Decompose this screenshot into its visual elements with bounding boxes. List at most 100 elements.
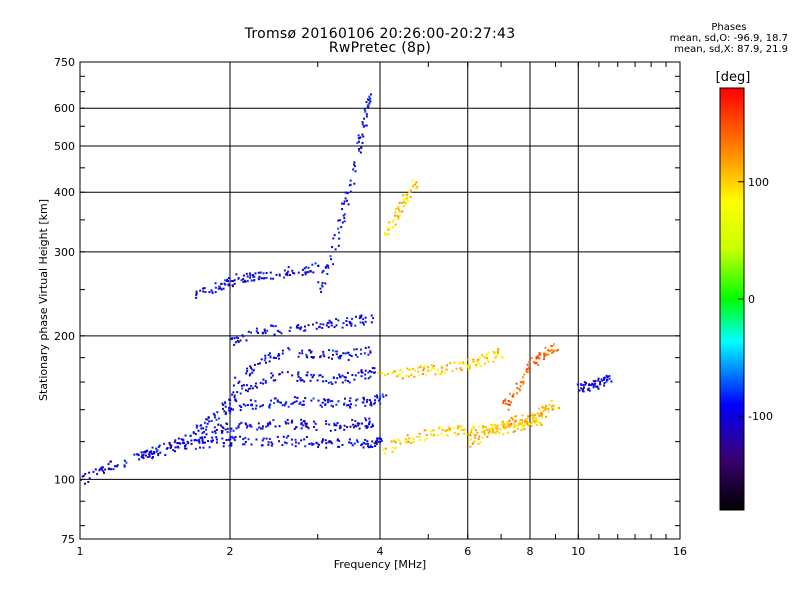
echo-point [320,284,323,287]
echo-point [329,429,332,432]
echo-point [211,292,214,295]
echo-point [328,319,331,322]
echo-point [424,364,427,367]
echo-point [300,326,303,329]
echo-point [291,443,294,446]
echo-point [475,365,478,368]
echo-point [265,276,268,279]
echo-point [199,446,201,449]
echo-point [278,274,281,277]
echo-point [104,468,107,471]
echo-point [241,384,243,387]
echo-point [261,444,264,447]
echo-point [470,431,472,434]
echo-point [294,426,297,429]
echo-point [272,356,275,359]
echo-point [372,425,374,427]
echo-point [303,420,306,423]
echo-point [358,140,360,143]
echo-point [282,435,285,438]
echo-point [224,402,227,405]
echo-point [524,421,526,424]
echo-point [431,366,434,369]
echo-point [460,425,463,428]
echo-point [274,425,277,428]
echo-point [242,274,245,277]
echo-point [157,454,160,457]
echo-point [363,124,366,127]
echo-point [232,408,235,411]
echo-point [262,382,265,385]
echo-point [352,426,355,429]
echo-point [157,446,160,448]
echo-point [331,400,334,403]
echo-point [546,407,549,410]
echo-point [370,93,372,96]
echo-point [367,423,370,426]
echo-point [255,327,258,330]
echo-point [224,283,227,286]
echo-point [369,444,372,447]
echo-point [263,277,266,280]
echo-point [232,384,235,387]
echo-point [321,439,324,442]
echo-point [528,422,531,425]
echo-point [585,382,588,384]
echo-point [222,445,225,448]
echo-point [278,425,281,428]
echo-point [367,346,370,349]
echo-point [196,425,199,428]
echo-point [504,426,506,429]
echo-point [146,456,149,459]
echo-point [283,269,286,272]
echo-point [203,287,206,289]
echo-point [340,226,343,229]
echo-point [337,219,340,222]
echo-point [479,357,482,359]
echo-point [112,468,115,471]
echo-point [506,421,509,424]
echo-point [250,279,253,282]
echo-point [208,420,211,423]
echo-point [472,425,475,428]
echo-point [330,258,332,261]
echo-point [473,434,476,437]
echo-point [332,263,335,266]
x-tick-label: 1 [77,545,84,558]
echo-point [551,408,554,411]
echo-point [592,380,595,383]
echo-point [375,440,377,443]
echo-point [539,353,542,356]
echo-point [215,436,218,439]
echo-point [271,442,274,445]
echo-point [477,442,480,445]
echo-point [356,440,359,443]
echo-point [321,271,324,274]
echo-point [291,374,294,377]
echo-point [337,445,340,448]
echo-point [552,351,555,354]
echo-point [258,275,261,278]
echo-point [366,426,369,429]
echo-point [202,446,205,449]
echo-point [601,379,604,382]
echo-point [216,441,218,444]
echo-point [353,442,356,445]
echo-point [343,213,346,216]
echo-point [256,386,258,389]
echo-point [541,417,543,419]
chart-subtitle: RwPretec (8p) [328,40,432,56]
echo-point [311,444,314,446]
echo-point [525,368,528,371]
echo-point [241,443,244,446]
echo-point [260,427,262,430]
echo-point [308,270,310,273]
echo-point [592,386,595,389]
echo-point [463,432,466,435]
echo-point [116,464,119,467]
echo-point [221,402,224,405]
echo-point [322,380,325,383]
echo-point [391,450,394,453]
echo-point [468,439,470,442]
echo-point [234,436,237,438]
